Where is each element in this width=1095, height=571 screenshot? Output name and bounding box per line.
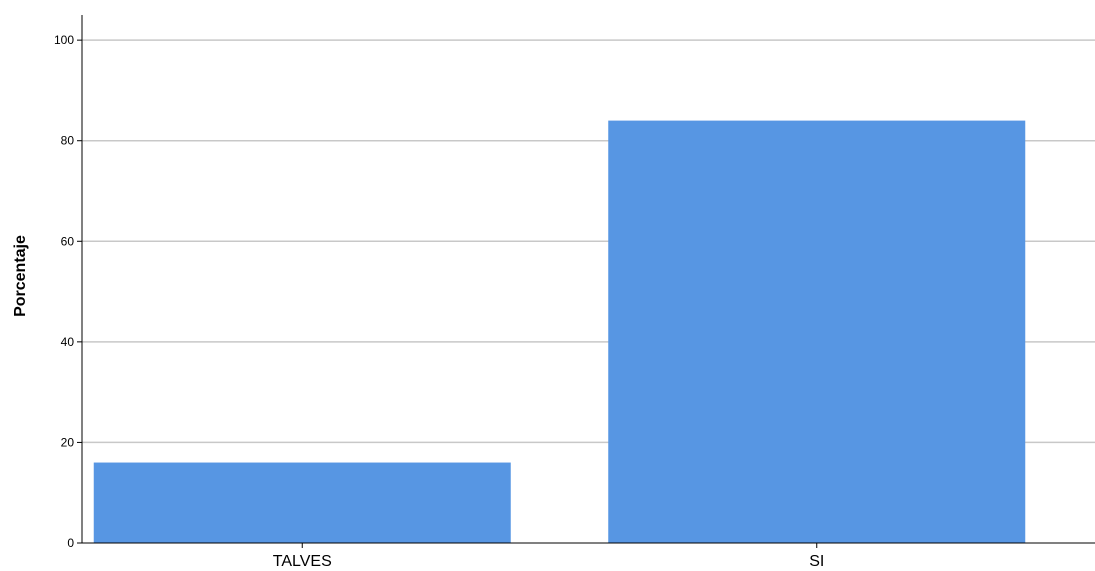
y-tick-labels: 0 20 40 60 80 100	[54, 33, 82, 550]
y-tick-label: 20	[61, 435, 75, 449]
x-category-label: TALVES	[273, 553, 332, 570]
y-tick-label: 0	[67, 536, 74, 550]
y-tick-label: 100	[54, 33, 74, 47]
x-category-label: SI	[809, 553, 824, 570]
y-axis-title: Porcentaje	[12, 235, 29, 317]
y-tick-label: 60	[61, 234, 75, 248]
x-category-labels: TALVES SI	[273, 543, 824, 570]
axes	[81, 15, 1095, 544]
y-tick-label: 40	[61, 335, 75, 349]
y-tick-label: 80	[61, 134, 75, 148]
bar-talves	[93, 462, 511, 543]
bar-si	[608, 120, 1026, 543]
bars	[93, 120, 1026, 543]
